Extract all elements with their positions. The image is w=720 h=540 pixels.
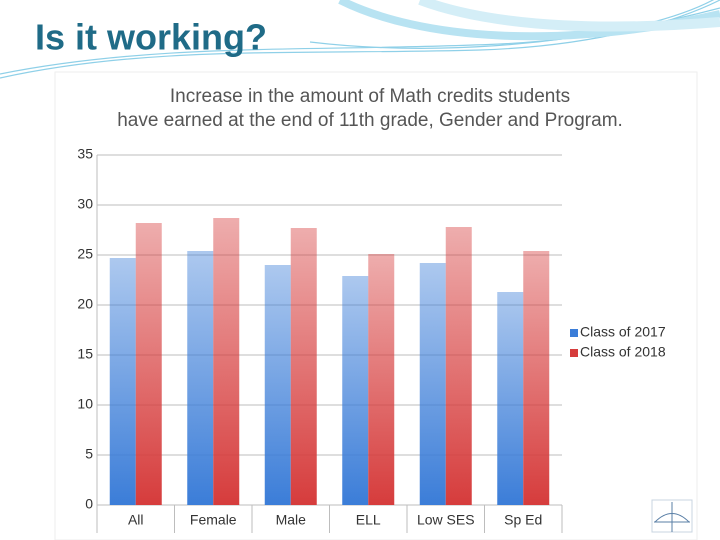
x-tick-label: All bbox=[128, 512, 144, 528]
bar bbox=[264, 265, 291, 505]
legend-label: Class of 2017 bbox=[580, 324, 666, 340]
bar bbox=[213, 218, 240, 505]
bar bbox=[290, 228, 317, 505]
bar bbox=[109, 258, 136, 505]
legend-label: Class of 2018 bbox=[580, 344, 666, 360]
y-tick-label: 10 bbox=[77, 396, 93, 412]
x-tick-label: Male bbox=[276, 512, 307, 528]
y-tick-label: 15 bbox=[77, 346, 93, 362]
y-tick-label: 25 bbox=[77, 246, 93, 262]
x-tick-label: ELL bbox=[356, 512, 381, 528]
legend-swatch bbox=[570, 329, 578, 337]
bar bbox=[135, 223, 162, 505]
bar bbox=[445, 227, 472, 505]
x-tick-label: Sp Ed bbox=[504, 512, 542, 528]
y-tick-label: 30 bbox=[77, 196, 93, 212]
y-tick-label: 20 bbox=[77, 296, 93, 312]
y-tick-label: 5 bbox=[85, 446, 93, 462]
bar bbox=[368, 254, 395, 505]
legend-swatch bbox=[570, 349, 578, 357]
x-tick-label: Female bbox=[190, 512, 237, 528]
y-tick-label: 35 bbox=[77, 146, 93, 162]
bar bbox=[187, 251, 214, 505]
bar bbox=[342, 276, 369, 505]
bar bbox=[523, 251, 550, 505]
bar bbox=[497, 292, 524, 505]
bar bbox=[419, 263, 446, 505]
chart-title-line: Increase in the amount of Math credits s… bbox=[117, 86, 623, 131]
slide-title: Is it working? bbox=[35, 17, 267, 58]
y-tick-label: 0 bbox=[85, 496, 93, 512]
icon bbox=[651, 499, 693, 533]
x-tick-label: Low SES bbox=[417, 512, 475, 528]
decoration bbox=[0, 0, 720, 79]
